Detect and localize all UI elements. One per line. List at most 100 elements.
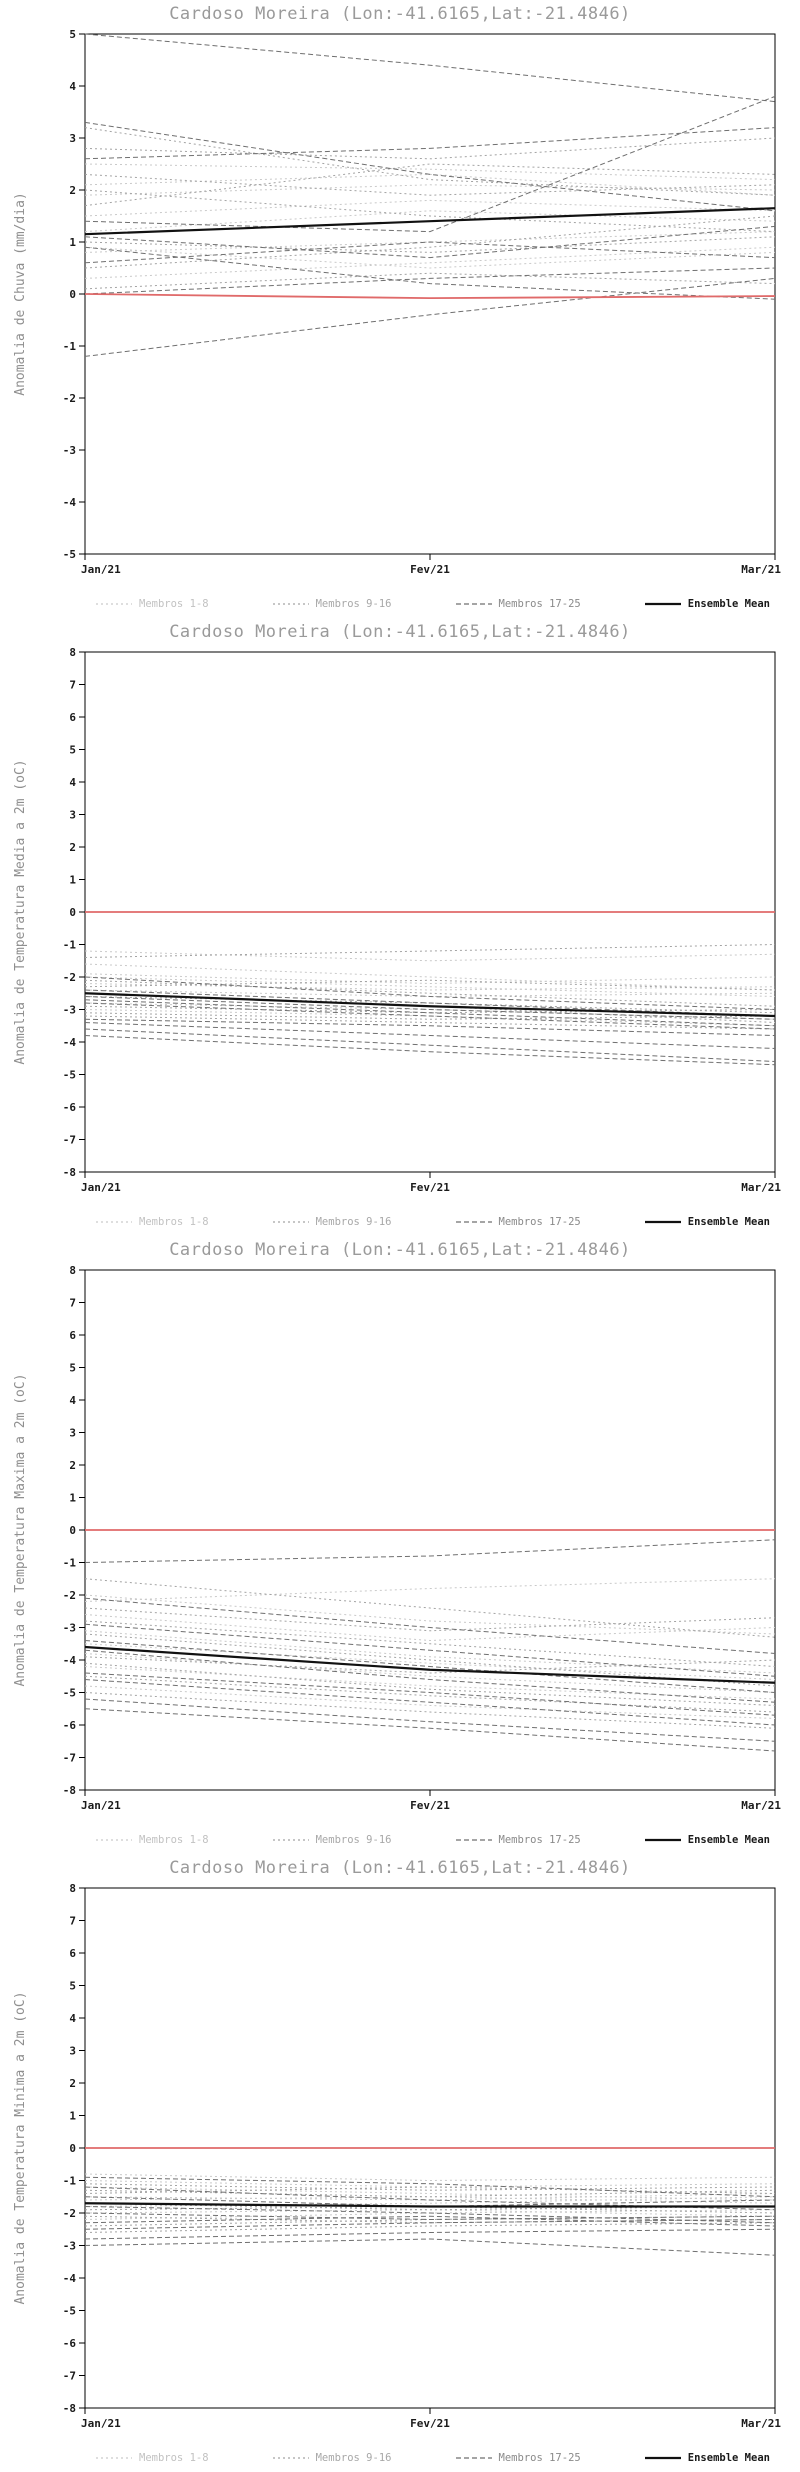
- svg-text:4: 4: [69, 776, 76, 789]
- plot-area-precipitation: -5 -4 -3 -2 -1 0 1 2 3 4 5 Jan/21 Fev/21 Mar/21 Anomal…: [13, 28, 781, 576]
- legend-label: Membros 9-16: [315, 1216, 392, 1228]
- svg-text:Anomalia de Temperatura Maxima: Anomalia de Temperatura Maxima a 2m (oC): [13, 1373, 28, 1686]
- svg-text:Mar/21: Mar/21: [741, 563, 781, 576]
- svg-text:-1: -1: [63, 2174, 77, 2187]
- legend-item-members-17-25: Membros 17-25: [455, 2452, 581, 2464]
- svg-text:Fev/21: Fev/21: [410, 563, 450, 576]
- dotted-line-icon: [96, 2457, 132, 2459]
- svg-text:6: 6: [69, 711, 76, 724]
- svg-text:-6: -6: [63, 1719, 77, 1732]
- svg-text:2: 2: [69, 1459, 76, 1472]
- svg-text:Mar/21: Mar/21: [741, 1181, 781, 1194]
- legend-item-members-1-8: Membros 1-8: [95, 598, 209, 610]
- dashed-line-icon: [455, 603, 492, 605]
- svg-text:-7: -7: [63, 2369, 76, 2382]
- solid-line-icon: [644, 602, 681, 606]
- chart-panel-mean-temperature: Cardoso Moreira (Lon:-41.6165,Lat:-21.48…: [0, 618, 800, 1236]
- dashed-line-icon: [455, 1221, 492, 1223]
- legend: Membros 1-8 Membros 9-16 Membros 17-25 E…: [0, 1210, 800, 1234]
- svg-text:7: 7: [69, 1914, 76, 1927]
- svg-text:5: 5: [69, 1361, 76, 1374]
- legend-label: Membros 1-8: [139, 598, 209, 610]
- svg-text:4: 4: [69, 1394, 76, 1407]
- legend-item-members-9-16: Membros 9-16: [272, 1834, 391, 1846]
- svg-text:-5: -5: [63, 1068, 76, 1081]
- legend-label: Membros 17-25: [498, 1834, 581, 1846]
- solid-line-icon: [644, 1838, 681, 1842]
- svg-text:Jan/21: Jan/21: [81, 1181, 121, 1194]
- svg-text:-8: -8: [63, 1784, 76, 1797]
- solid-line-icon: [644, 1220, 681, 1224]
- svg-text:-6: -6: [63, 2337, 77, 2350]
- svg-text:8: 8: [69, 646, 76, 659]
- svg-text:4: 4: [69, 80, 76, 93]
- svg-text:-3: -3: [63, 444, 76, 457]
- svg-text:6: 6: [69, 1947, 76, 1960]
- legend-item-ensemble-mean: Ensemble Mean: [644, 1216, 770, 1228]
- svg-text:-2: -2: [63, 1589, 76, 1602]
- svg-text:-8: -8: [63, 2402, 76, 2415]
- svg-text:5: 5: [69, 1979, 76, 1992]
- legend-item-ensemble-mean: Ensemble Mean: [644, 598, 770, 610]
- svg-text:6: 6: [69, 1329, 76, 1342]
- svg-text:-4: -4: [63, 2272, 77, 2285]
- svg-text:-4: -4: [63, 1036, 77, 1049]
- chart-panel-max-temperature: Cardoso Moreira (Lon:-41.6165,Lat:-21.48…: [0, 1236, 800, 1854]
- legend-item-members-1-8: Membros 1-8: [95, 2452, 209, 2464]
- legend-item-members-9-16: Membros 9-16: [272, 1216, 392, 1228]
- svg-text:-1: -1: [63, 340, 77, 353]
- svg-text:1: 1: [69, 236, 76, 249]
- svg-text:Anomalia de Chuva (mm/dia): Anomalia de Chuva (mm/dia): [13, 192, 28, 396]
- svg-text:-3: -3: [63, 1003, 76, 1016]
- dotted-line-icon: [272, 1221, 309, 1223]
- dotted-line-icon: [272, 1839, 309, 1841]
- legend: Membros 1-8 Membros 9-16 Membros 17-25 E…: [0, 1828, 800, 1852]
- dotted-line-icon: [96, 1839, 132, 1841]
- svg-text:3: 3: [69, 808, 76, 821]
- legend-item-members-17-25: Membros 17-25: [455, 1216, 581, 1228]
- chart-title: Cardoso Moreira (Lon:-41.6165,Lat:-21.48…: [169, 4, 631, 24]
- svg-text:2: 2: [69, 841, 76, 854]
- dotted-line-icon: [272, 2457, 309, 2459]
- svg-text:Jan/21: Jan/21: [81, 563, 121, 576]
- svg-text:-2: -2: [63, 392, 76, 405]
- svg-text:5: 5: [69, 28, 76, 41]
- dotted-line-icon: [96, 603, 132, 605]
- legend-item-ensemble-mean: Ensemble Mean: [644, 1834, 770, 1846]
- legend-label: Membros 9-16: [315, 2452, 392, 2464]
- legend: Membros 1-8 Membros 9-16 Membros 17-25 E…: [0, 592, 800, 616]
- svg-text:-1: -1: [63, 938, 77, 951]
- svg-text:1: 1: [69, 1491, 76, 1504]
- legend-item-ensemble-mean: Ensemble Mean: [644, 2452, 770, 2464]
- dotted-line-icon: [96, 1221, 132, 1223]
- legend-label: Membros 1-8: [139, 1216, 209, 1228]
- svg-text:-7: -7: [63, 1133, 76, 1146]
- legend-item-members-1-8: Membros 1-8: [95, 1834, 209, 1846]
- chart-panel-min-temperature: Cardoso Moreira (Lon:-41.6165,Lat:-21.48…: [0, 1854, 800, 2472]
- svg-text:2: 2: [69, 2077, 76, 2090]
- legend-label: Membros 1-8: [139, 1834, 209, 1846]
- svg-text:-5: -5: [63, 1686, 76, 1699]
- svg-text:-1: -1: [63, 1556, 77, 1569]
- svg-text:-7: -7: [63, 1751, 76, 1764]
- svg-text:-3: -3: [63, 1621, 76, 1634]
- legend-label: Ensemble Mean: [687, 598, 770, 610]
- svg-text:Fev/21: Fev/21: [410, 1799, 450, 1812]
- svg-text:Jan/21: Jan/21: [81, 1799, 121, 1812]
- svg-text:2: 2: [69, 184, 76, 197]
- legend-label: Ensemble Mean: [687, 1834, 770, 1846]
- legend-item-members-9-16: Membros 9-16: [272, 2452, 392, 2464]
- svg-text:-2: -2: [63, 2207, 76, 2220]
- legend-item-members-17-25: Membros 17-25: [455, 598, 581, 610]
- svg-text:0: 0: [69, 906, 76, 919]
- plot-area-max-temperature: -8 -7 -6 -5 -4 -3 -2 -1 0 1 2 3 4 5 6 7 8 Jan/21 Fev/21 Mar…: [13, 1264, 781, 1812]
- svg-text:Anomalia de Temperatura Media: Anomalia de Temperatura Media a 2m (oC): [13, 759, 28, 1064]
- svg-text:-5: -5: [63, 548, 76, 561]
- svg-text:3: 3: [69, 132, 76, 145]
- legend-item-members-1-8: Membros 1-8: [95, 1216, 209, 1228]
- svg-text:Jan/21: Jan/21: [81, 2417, 121, 2430]
- legend-label: Membros 1-8: [139, 2452, 209, 2464]
- svg-text:0: 0: [69, 1524, 76, 1537]
- svg-text:Fev/21: Fev/21: [410, 2417, 450, 2430]
- plot-area-min-temperature: -8 -7 -6 -5 -4 -3 -2 -1 0 1 2 3 4 5 6 7 8 Jan/21 Fev/21 Mar…: [13, 1882, 781, 2430]
